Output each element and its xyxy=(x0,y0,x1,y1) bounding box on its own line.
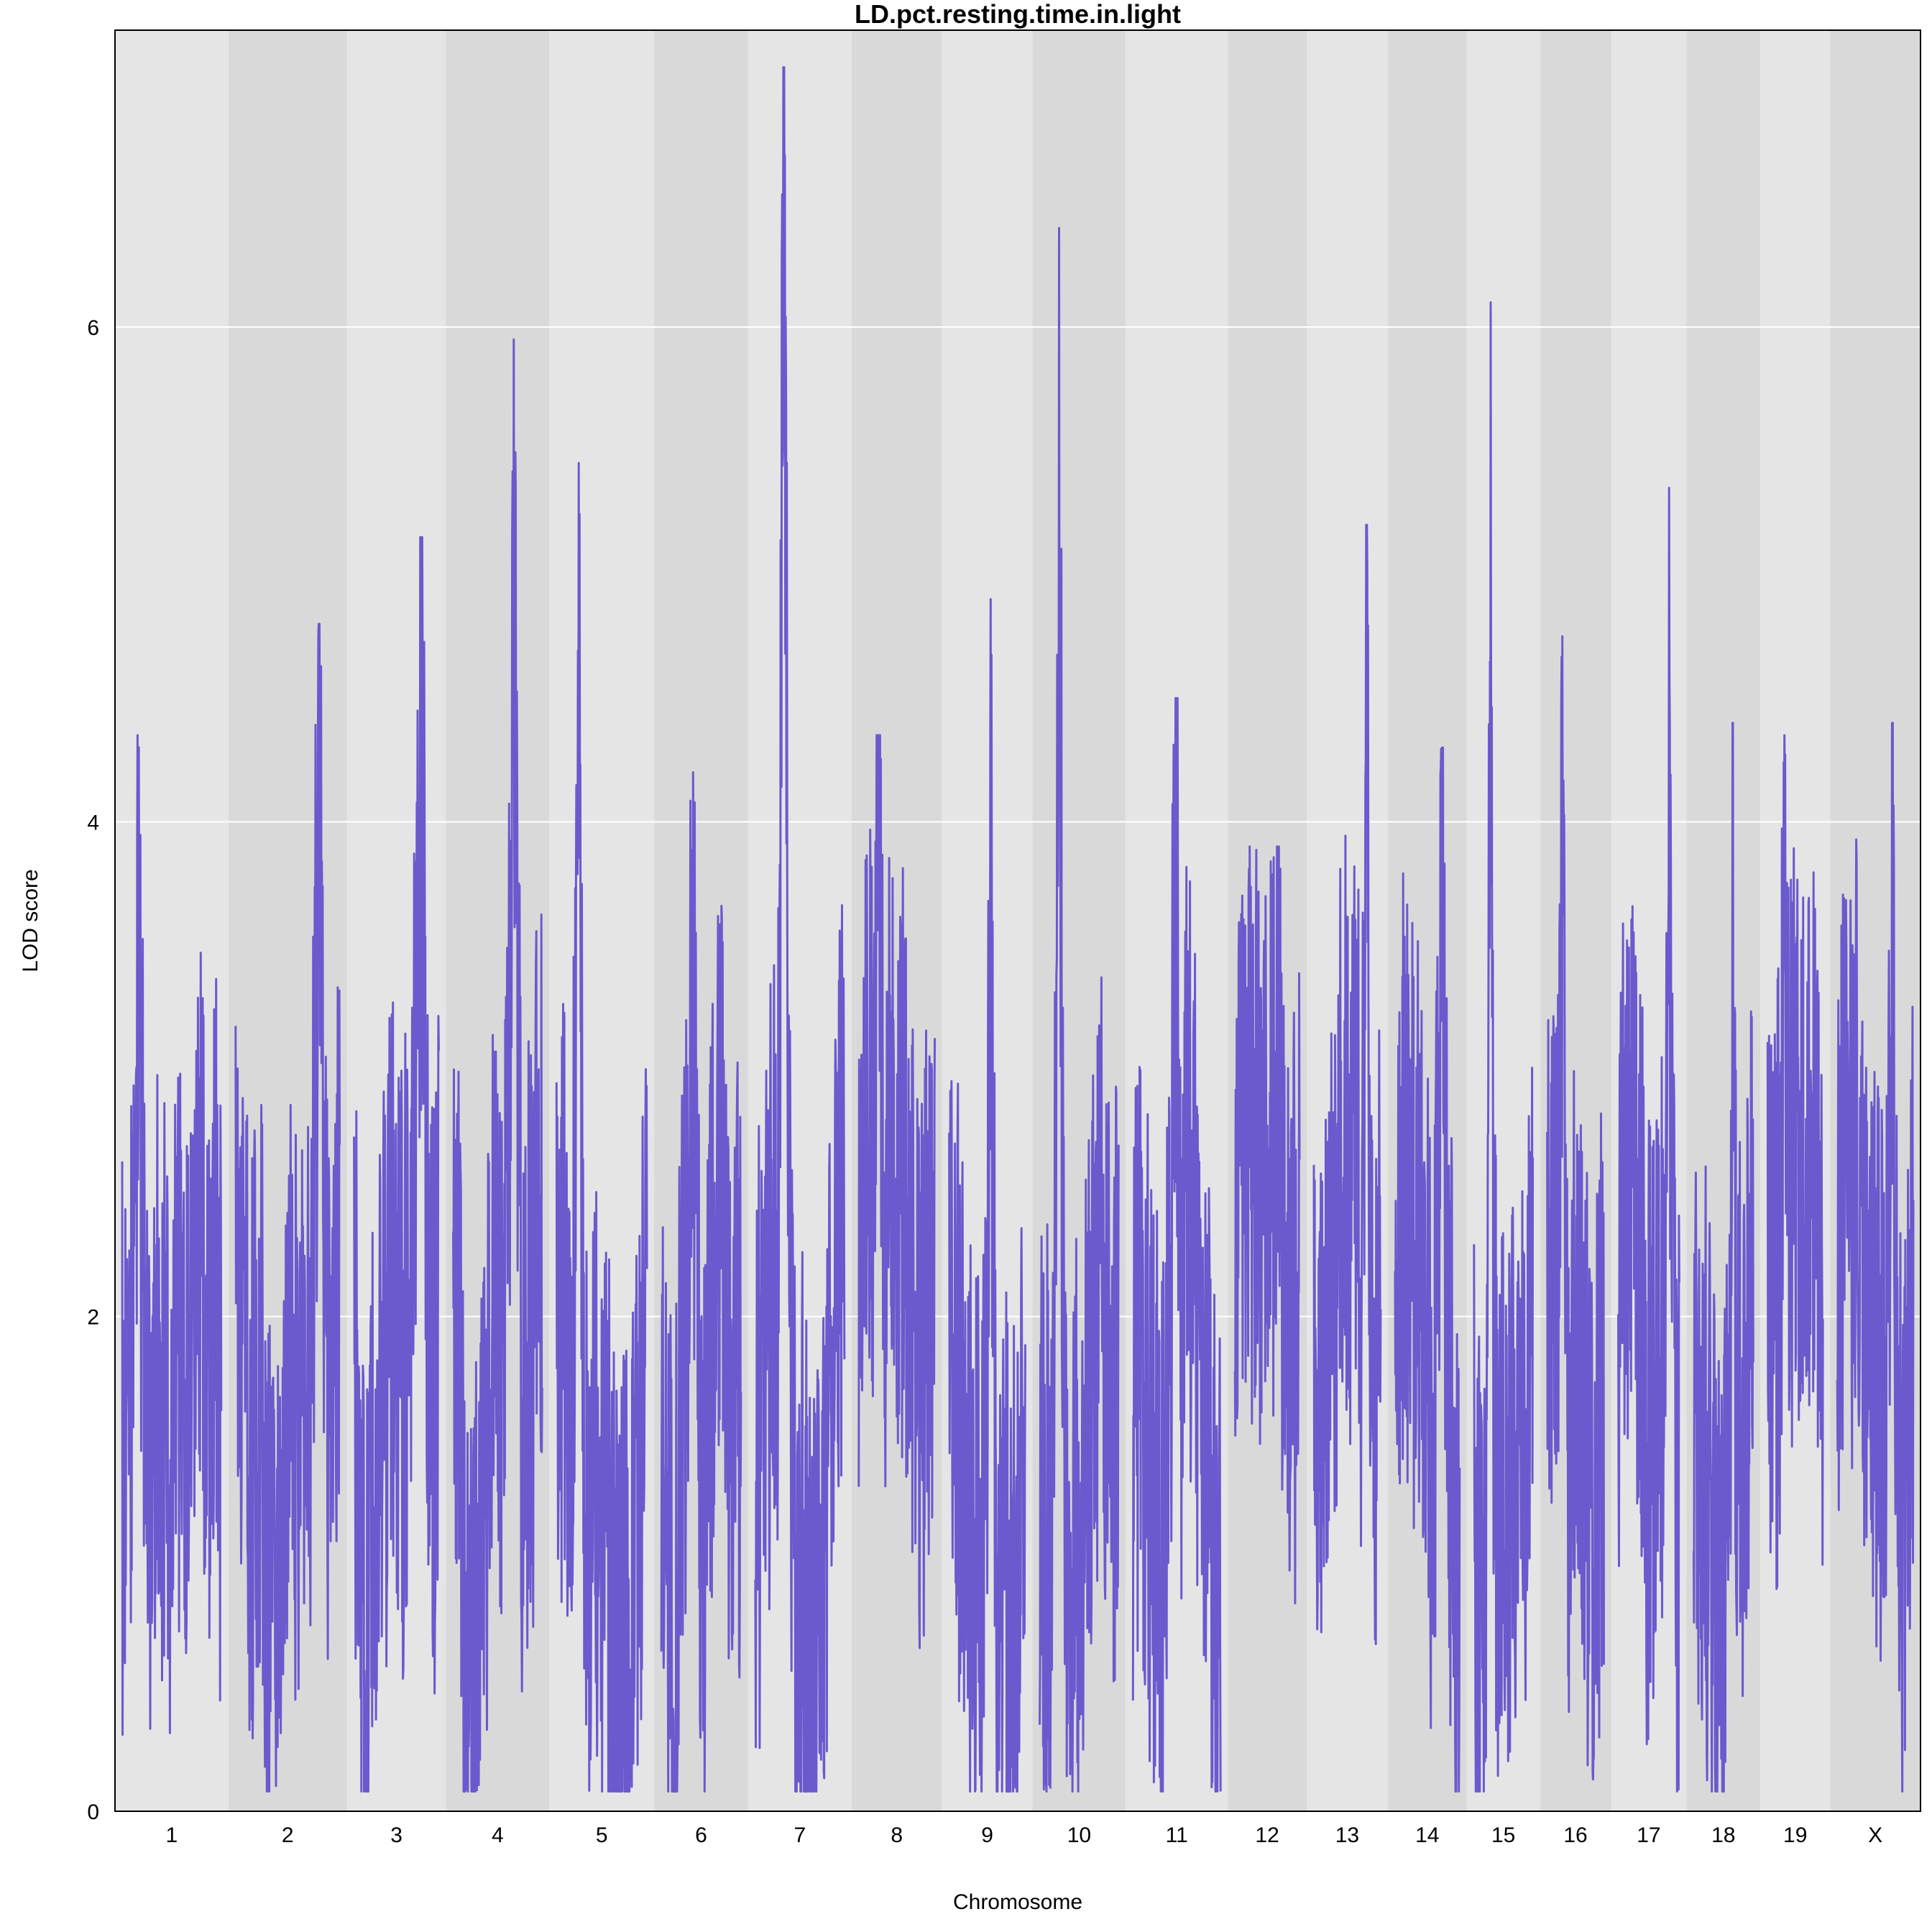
chart-title: LD.pct.resting.time.in.light xyxy=(855,0,1181,29)
x-tick-label: 17 xyxy=(1637,1823,1660,1847)
lod-line-chr-8 xyxy=(857,734,937,1650)
x-tick-label: X xyxy=(1868,1823,1882,1847)
x-tick-label: 1 xyxy=(166,1823,178,1847)
lod-line-chr-9 xyxy=(948,598,1026,1793)
lod-line-chr-13 xyxy=(1312,523,1382,1645)
lod-line-chr-14 xyxy=(1394,746,1461,1793)
y-axis-label: LOD score xyxy=(19,869,42,972)
lod-line-chr-18 xyxy=(1692,722,1754,1793)
y-tick-label: 4 xyxy=(87,811,99,834)
lod-line-chr-15 xyxy=(1473,301,1535,1793)
y-tick-label: 0 xyxy=(87,1800,99,1824)
y-tick-label: 6 xyxy=(87,316,99,340)
lod-line-chr-19 xyxy=(1766,734,1824,1591)
lod-line-chr-7 xyxy=(754,66,846,1793)
x-tick-label: 11 xyxy=(1166,1823,1188,1847)
lod-line-chr-12 xyxy=(1233,845,1301,1605)
x-tick-label: 3 xyxy=(390,1823,402,1847)
plot-frame xyxy=(114,29,1921,1812)
lod-line-chr-16 xyxy=(1546,635,1605,1781)
lod-series xyxy=(121,66,1915,1793)
x-tick-label: 10 xyxy=(1067,1823,1091,1847)
x-tick-label: 2 xyxy=(282,1823,294,1847)
x-tick-label: 14 xyxy=(1415,1823,1439,1847)
x-tick-label: 13 xyxy=(1335,1823,1359,1847)
x-tick-label: 19 xyxy=(1783,1823,1807,1847)
lod-line-chr-4 xyxy=(452,338,543,1793)
x-tick-label: 7 xyxy=(794,1823,806,1847)
x-tick-label: 9 xyxy=(981,1823,993,1847)
x-axis-label: Chromosome xyxy=(953,1890,1082,1914)
x-tick-label: 6 xyxy=(695,1823,707,1847)
x-tick-label: 8 xyxy=(891,1823,903,1847)
x-tick-label: 15 xyxy=(1491,1823,1515,1847)
lod-line-chr-2 xyxy=(234,622,341,1793)
lod-line-chr-X xyxy=(1836,722,1915,1793)
x-tick-label: 4 xyxy=(492,1823,504,1847)
x-tick-label: 16 xyxy=(1563,1823,1587,1847)
lod-line-chr-3 xyxy=(353,536,440,1793)
lod-line-chr-10 xyxy=(1039,226,1120,1793)
y-axis: 0 2 4 6 xyxy=(87,316,99,1824)
lod-line-chr-6 xyxy=(660,771,742,1793)
lod-line-chr-5 xyxy=(555,461,648,1793)
lod-line-chr-17 xyxy=(1617,487,1680,1793)
y-tick-label: 2 xyxy=(87,1306,99,1330)
x-tick-label: 12 xyxy=(1255,1823,1279,1847)
x-axis: 1 2 3 4 5 6 7 8 9 10 11 12 13 14 15 16 17 18 19 X xyxy=(166,1823,1883,1847)
x-tick-label: 18 xyxy=(1711,1823,1735,1847)
lod-line-chr-1 xyxy=(121,734,223,1736)
lod-line-chr-11 xyxy=(1131,696,1222,1793)
x-tick-label: 5 xyxy=(596,1823,608,1847)
